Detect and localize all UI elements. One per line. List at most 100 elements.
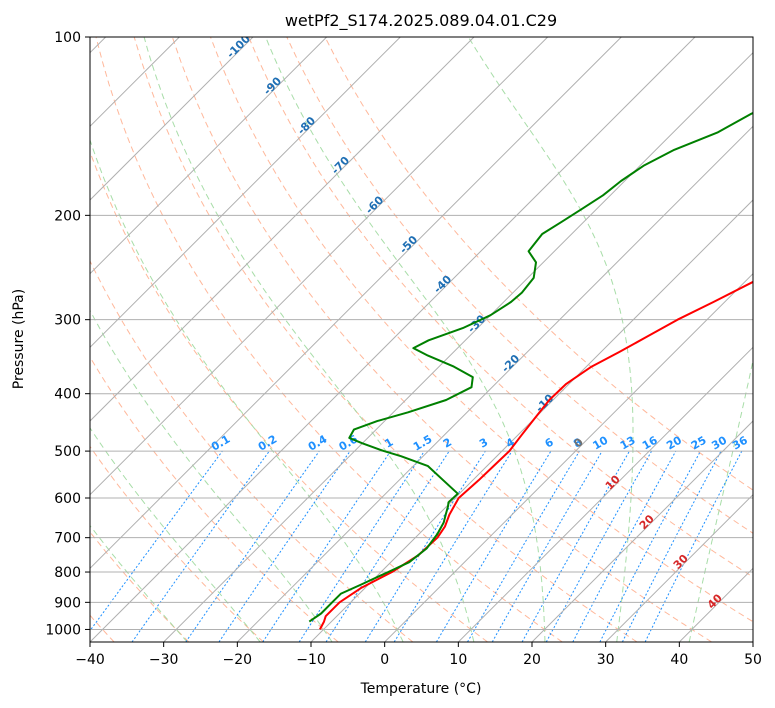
mixing-ratio-label: 20 <box>664 433 684 452</box>
mixing-ratio-line <box>521 450 630 642</box>
isotherm <box>310 199 753 642</box>
plot-frame <box>89 36 754 643</box>
mixing-ratio-label: 25 <box>689 434 709 453</box>
dry-adiabat <box>286 37 753 534</box>
moist-adiabat <box>688 358 753 642</box>
isotherm <box>90 37 475 422</box>
mixing-ratio-line <box>218 450 351 642</box>
dry-adiabat <box>171 37 712 642</box>
mixing-ratio-label: 3 <box>477 436 490 451</box>
y-tick-label: 700 <box>54 531 81 547</box>
isotherm-label: -10 <box>533 391 556 414</box>
chart-title: wetPf2_S174.2025.089.04.01.C29 <box>285 11 557 31</box>
isotherm <box>531 420 753 642</box>
mixing-ratio-label: 0.4 <box>306 432 330 453</box>
series <box>308 111 753 630</box>
dry-adiabat <box>95 37 563 642</box>
x-tick-label: 20 <box>523 652 541 668</box>
x-axis-title: Temperature (°C) <box>360 681 482 697</box>
mixing-ratio-label: 0.6 <box>337 432 361 453</box>
mixing-ratio-label: 6 <box>543 435 556 450</box>
isotherm-label: 40 <box>705 591 725 611</box>
mixing-ratio-line <box>435 450 552 642</box>
dry-adiabat <box>90 259 414 642</box>
mixing-ratio-label: 0.1 <box>209 433 232 454</box>
mixing-ratio-label: 1.5 <box>411 433 434 454</box>
mixing-ratio-line <box>393 450 513 642</box>
y-axis-title: Pressure (hPa) <box>11 289 27 389</box>
isotherm <box>90 37 254 201</box>
isotherm-label: -50 <box>397 233 420 256</box>
isotherm <box>605 493 753 642</box>
moist-adiabat <box>90 427 261 642</box>
x-tick-label: −30 <box>149 652 179 668</box>
isotherm <box>90 37 401 349</box>
dry-adiabat <box>90 531 190 642</box>
y-tick-label: 200 <box>54 208 81 224</box>
isotherm-label: -60 <box>363 193 386 216</box>
dry-adiabat <box>133 37 638 642</box>
mixing-ratio-label: 36 <box>730 433 750 452</box>
isotherm-label: -100 <box>224 32 253 61</box>
isotherm-label: -40 <box>431 273 454 296</box>
x-tick-label: 50 <box>744 652 762 668</box>
y-tick-label: 1000 <box>45 622 81 638</box>
isotherm <box>457 346 753 642</box>
dry-adiabat <box>248 37 753 578</box>
dry-adiabat <box>324 37 753 491</box>
mixing-ratio-label: 13 <box>618 434 638 453</box>
mixing-ratio-label: 16 <box>640 433 660 452</box>
moist-adiabat <box>143 37 475 642</box>
mixing-ratio-line <box>90 450 223 632</box>
x-axis: −40 −30 −20 −10 0 10 20 30 40 50 <box>75 642 762 668</box>
isotherm-label: -30 <box>465 312 488 335</box>
mixing-ratio-line <box>185 450 320 642</box>
moist-adiabat <box>265 37 546 642</box>
y-tick-label: 500 <box>54 444 81 460</box>
mixing-ratio-line <box>545 450 653 642</box>
mixing-ratio-line <box>621 450 722 642</box>
y-tick-label: 400 <box>54 387 81 403</box>
isotherm <box>90 37 622 570</box>
isotherm <box>163 51 753 642</box>
isotherm <box>90 37 549 496</box>
y-tick-label: 900 <box>54 595 81 611</box>
x-tick-label: −10 <box>296 652 326 668</box>
mixing-ratio-line <box>298 450 425 642</box>
x-tick-label: 10 <box>449 652 467 668</box>
isotherm-label: -70 <box>329 154 352 177</box>
grid <box>90 37 753 642</box>
moist-adiabat <box>90 524 188 642</box>
x-tick-label: −40 <box>75 652 105 668</box>
dry-adiabat <box>90 445 264 642</box>
dry-adiabat <box>90 356 339 642</box>
moist-adiabat <box>467 37 634 642</box>
reference-lines <box>90 37 753 642</box>
mixing-ratio-label: 0.2 <box>256 433 279 454</box>
x-tick-label: −20 <box>223 652 253 668</box>
y-tick-label: 600 <box>54 491 81 507</box>
mixing-ratio-line <box>325 450 450 642</box>
moist-adiabat <box>90 309 333 642</box>
isotherm-label: -90 <box>261 74 284 97</box>
y-tick-label: 800 <box>54 565 81 581</box>
moist-adiabat <box>90 138 404 642</box>
x-tick-label: 0 <box>380 652 389 668</box>
mixing-ratio-line <box>262 450 392 642</box>
mixing-ratio-line <box>644 450 743 642</box>
isotherm-label: 20 <box>637 512 657 532</box>
reference-labels: 0.1 0.2 0.4 0.6 1 1.5 2 3 4 6 8 10 13 16 20 25 30 36-100-… <box>209 32 750 612</box>
isotherm <box>236 125 753 642</box>
x-tick-label: 30 <box>597 652 615 668</box>
dry-adiabat <box>210 37 753 623</box>
y-tick-label: 300 <box>54 313 81 329</box>
y-tick-label: 100 <box>54 30 81 46</box>
isotherm <box>90 37 328 275</box>
isotherm-label: -20 <box>499 352 522 375</box>
dewpoint-line <box>308 111 753 623</box>
isotherm-label: -80 <box>295 114 318 137</box>
mixing-ratio-line <box>572 450 677 642</box>
mixing-ratio-label: 10 <box>591 433 611 452</box>
isotherm <box>384 272 753 642</box>
